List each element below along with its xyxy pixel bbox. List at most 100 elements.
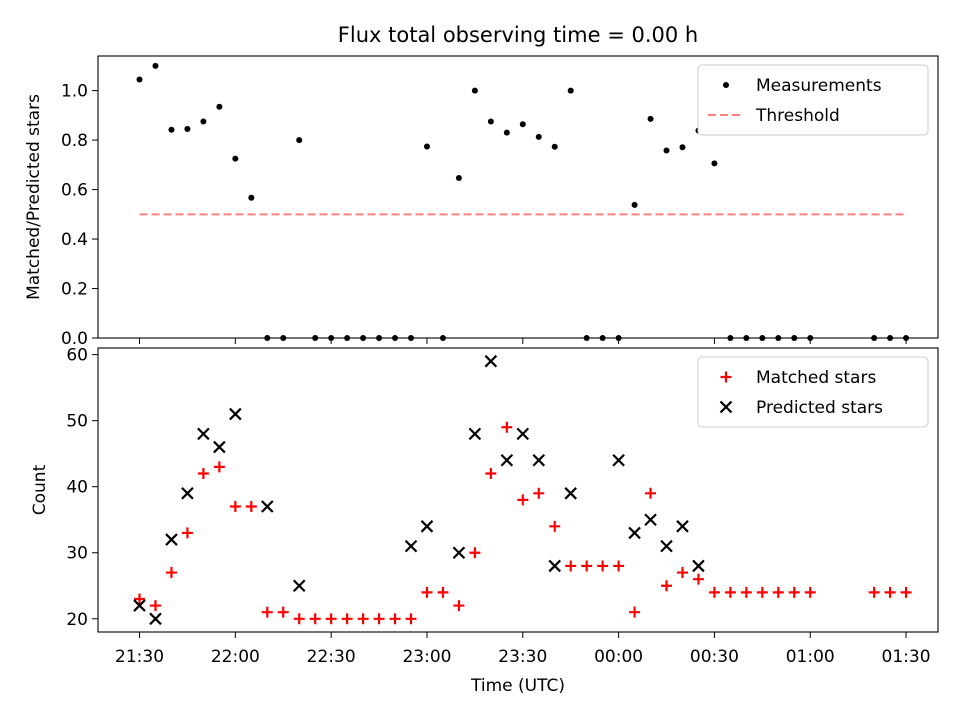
measurements-legend-label: Measurements	[756, 76, 882, 96]
matched-stars-point	[724, 586, 736, 598]
matched-stars-point	[549, 520, 561, 532]
matched-stars-point	[565, 560, 577, 572]
threshold-legend-label: Threshold	[755, 106, 840, 126]
matched-stars-point	[661, 580, 673, 592]
chart-title: Flux total observing time = 0.00 h	[338, 23, 698, 47]
matched-stars-point	[676, 567, 688, 579]
y-tick-label: 0.8	[61, 131, 88, 151]
matched-stars-point	[469, 547, 481, 559]
matched-stars-point	[804, 586, 816, 598]
count-plot-frame	[97, 347, 939, 633]
measurements-point	[775, 335, 782, 341]
measurements-point	[264, 335, 271, 341]
measurements-point	[344, 335, 351, 341]
matched-stars-point	[788, 586, 800, 598]
matched-stars-point	[692, 573, 704, 585]
measurements-point	[615, 335, 622, 341]
matched-stars-point	[277, 606, 289, 618]
predicted-stars-point	[149, 612, 162, 626]
measurements-point	[152, 62, 159, 69]
ratio-plot-area	[136, 62, 910, 341]
measurements-point	[376, 335, 383, 341]
matched-stars-point	[740, 586, 752, 598]
predicted-stars-point	[404, 539, 418, 553]
count-plot-area	[133, 354, 912, 626]
matched-stars-point	[341, 613, 353, 625]
predicted-stars-point	[500, 454, 514, 467]
ratio-y-axis-label: Matched/Predicted stars	[24, 94, 44, 300]
y-tick-label: 0.0	[61, 329, 88, 349]
predicted-stars-point	[165, 533, 178, 546]
predicted-stars-point	[484, 354, 498, 368]
measurements-point	[184, 125, 191, 132]
matched-stars-point	[517, 494, 529, 506]
measurements-point	[471, 87, 478, 94]
matched-stars-point	[309, 613, 321, 625]
measurements-point	[216, 103, 223, 110]
y-tick-label: 1.0	[61, 82, 88, 102]
matched-stars-point	[165, 567, 177, 579]
matched-stars-point	[325, 613, 337, 625]
measurements-point	[727, 335, 734, 341]
measurements-point	[631, 201, 638, 208]
matched-stars-point	[501, 421, 513, 433]
matched-stars-point	[772, 586, 784, 598]
matched-stars-point	[581, 560, 593, 572]
matched-stars-legend-label: Matched stars	[756, 368, 876, 388]
x-tick-label: 22:30	[307, 647, 356, 667]
matched-stars-point	[389, 613, 401, 625]
matched-stars-point	[405, 613, 417, 625]
measurements-point	[759, 335, 766, 341]
measurements-point	[887, 335, 894, 341]
x-tick-label: 00:30	[690, 647, 739, 667]
measurements-point	[392, 335, 399, 341]
legend-frame	[697, 356, 929, 428]
predicted-stars-point	[660, 539, 673, 553]
predicted-stars-point	[548, 559, 562, 573]
predicted-stars-point	[229, 407, 242, 421]
measurements-point	[551, 143, 558, 150]
measurements-point	[232, 155, 239, 162]
predicted-stars-point	[676, 520, 689, 533]
measurements-point	[360, 335, 367, 341]
x-tick-label: 23:30	[498, 647, 547, 667]
matched-stars-point	[373, 613, 385, 625]
matched-stars-point	[453, 600, 465, 612]
matched-stars-point	[149, 600, 161, 612]
matched-stars-point	[884, 586, 896, 598]
measurements-point	[328, 335, 335, 341]
predicted-stars-point	[532, 454, 546, 467]
measurements-point	[439, 335, 446, 341]
matched-stars-point	[213, 461, 225, 473]
matched-stars-point	[293, 613, 305, 625]
measurements-point	[807, 335, 814, 341]
x-tick-label: 01:30	[882, 647, 931, 667]
measurements-point	[248, 194, 255, 201]
x-tick-label: 22:00	[211, 647, 260, 667]
measurements-point	[519, 121, 526, 128]
ratio-legend: Measurements Threshold	[697, 64, 929, 136]
predicted-stars-point	[628, 526, 641, 540]
measurements-point	[423, 143, 430, 150]
y-tick-label: 30	[66, 544, 88, 564]
predicted-stars-point	[692, 559, 705, 573]
predicted-stars-point	[213, 440, 226, 454]
measurements-point	[903, 335, 910, 341]
measurements-point	[791, 335, 798, 341]
y-tick-label: 0.2	[61, 280, 88, 300]
matched-stars-point	[229, 501, 241, 513]
matched-stars-point	[629, 606, 641, 618]
matched-stars-point	[533, 487, 545, 499]
y-tick-label: 40	[66, 478, 88, 498]
matched-stars-point	[357, 613, 369, 625]
y-tick-label: 20	[66, 610, 88, 630]
measurements-point	[296, 137, 303, 144]
y-tick-label: 0.6	[61, 181, 88, 201]
predicted-stars-point	[452, 546, 466, 560]
ratio-panel: 0.0 0.2 0.4 0.6 0.8 1.0 Matched/Predicted sta…	[24, 55, 939, 349]
count-y-axis: 20 30 40 50 60	[66, 346, 98, 630]
predicted-stars-legend-swatch	[719, 400, 733, 414]
predicted-stars-point	[516, 427, 530, 441]
measurements-point	[168, 126, 175, 133]
